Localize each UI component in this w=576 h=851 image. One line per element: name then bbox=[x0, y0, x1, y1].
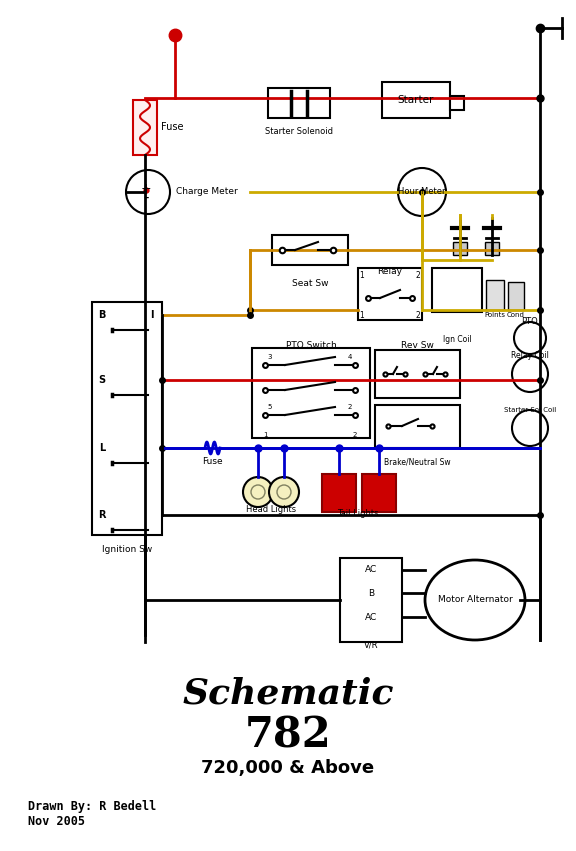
Circle shape bbox=[126, 170, 170, 214]
Text: -: - bbox=[143, 190, 149, 204]
Text: 782: 782 bbox=[245, 714, 331, 756]
FancyBboxPatch shape bbox=[268, 88, 330, 118]
Text: Relay: Relay bbox=[377, 267, 403, 277]
Text: Ignition Sw: Ignition Sw bbox=[102, 545, 152, 555]
Text: +: + bbox=[141, 181, 151, 195]
FancyBboxPatch shape bbox=[133, 100, 157, 155]
Text: Fuse: Fuse bbox=[202, 458, 222, 466]
Text: PTO Switch: PTO Switch bbox=[286, 340, 336, 350]
Text: 2: 2 bbox=[416, 271, 420, 281]
Text: 2: 2 bbox=[416, 311, 420, 321]
Circle shape bbox=[512, 410, 548, 446]
Circle shape bbox=[512, 356, 548, 392]
Text: 4: 4 bbox=[348, 354, 352, 360]
Text: 2: 2 bbox=[348, 404, 352, 410]
Text: 720,000 & Above: 720,000 & Above bbox=[202, 759, 374, 777]
Text: Seat Sw: Seat Sw bbox=[292, 278, 328, 288]
Text: Rev Sw: Rev Sw bbox=[400, 340, 433, 350]
Text: 3: 3 bbox=[268, 354, 272, 360]
FancyBboxPatch shape bbox=[508, 282, 524, 310]
Text: R: R bbox=[98, 510, 106, 520]
Text: AC: AC bbox=[365, 566, 377, 574]
FancyBboxPatch shape bbox=[485, 242, 499, 255]
Text: Drawn By: R Bedell
Nov 2005: Drawn By: R Bedell Nov 2005 bbox=[28, 800, 156, 828]
Circle shape bbox=[398, 168, 446, 216]
Text: Ign Coil: Ign Coil bbox=[442, 334, 471, 344]
FancyBboxPatch shape bbox=[322, 474, 356, 512]
FancyBboxPatch shape bbox=[432, 268, 482, 312]
Text: Charge Meter: Charge Meter bbox=[176, 187, 238, 197]
FancyBboxPatch shape bbox=[453, 242, 467, 255]
FancyBboxPatch shape bbox=[358, 268, 422, 320]
FancyBboxPatch shape bbox=[375, 405, 460, 448]
Text: 5: 5 bbox=[268, 404, 272, 410]
Text: Fuse: Fuse bbox=[161, 122, 184, 132]
Circle shape bbox=[514, 322, 546, 354]
Text: Cond: Cond bbox=[507, 312, 525, 318]
FancyBboxPatch shape bbox=[486, 280, 504, 310]
Text: 1: 1 bbox=[359, 271, 365, 281]
Circle shape bbox=[251, 485, 265, 499]
FancyBboxPatch shape bbox=[340, 558, 402, 642]
Text: Starter Solenoid: Starter Solenoid bbox=[265, 127, 333, 135]
Text: 2: 2 bbox=[353, 432, 357, 438]
Text: B: B bbox=[98, 310, 105, 320]
FancyBboxPatch shape bbox=[362, 474, 396, 512]
Circle shape bbox=[243, 477, 273, 507]
Text: Hour Meter: Hour Meter bbox=[398, 187, 446, 197]
FancyBboxPatch shape bbox=[252, 348, 370, 438]
Text: Starter: Starter bbox=[398, 95, 434, 105]
Text: Motor Alternator: Motor Alternator bbox=[438, 596, 513, 604]
Text: B: B bbox=[368, 589, 374, 597]
Text: Points: Points bbox=[484, 312, 506, 318]
Text: L: L bbox=[99, 443, 105, 453]
Text: Starter Sol Coil: Starter Sol Coil bbox=[504, 407, 556, 413]
Text: 1: 1 bbox=[359, 311, 365, 321]
Circle shape bbox=[269, 477, 299, 507]
Text: PTO: PTO bbox=[522, 317, 539, 327]
Text: Schematic: Schematic bbox=[182, 676, 394, 710]
Text: Tail Lights: Tail Lights bbox=[338, 510, 379, 518]
FancyBboxPatch shape bbox=[92, 302, 162, 535]
Text: Head Lights: Head Lights bbox=[246, 505, 296, 515]
Text: V/R: V/R bbox=[364, 641, 378, 649]
Ellipse shape bbox=[425, 560, 525, 640]
Text: Relay Coil: Relay Coil bbox=[511, 351, 549, 361]
FancyBboxPatch shape bbox=[450, 96, 464, 110]
Text: 1: 1 bbox=[263, 432, 267, 438]
FancyBboxPatch shape bbox=[375, 350, 460, 398]
Text: I: I bbox=[150, 310, 154, 320]
Text: AC: AC bbox=[365, 613, 377, 621]
Circle shape bbox=[277, 485, 291, 499]
FancyBboxPatch shape bbox=[272, 235, 348, 265]
FancyBboxPatch shape bbox=[382, 82, 450, 118]
Text: Brake/Neutral Sw: Brake/Neutral Sw bbox=[384, 458, 450, 466]
Text: S: S bbox=[98, 375, 105, 385]
